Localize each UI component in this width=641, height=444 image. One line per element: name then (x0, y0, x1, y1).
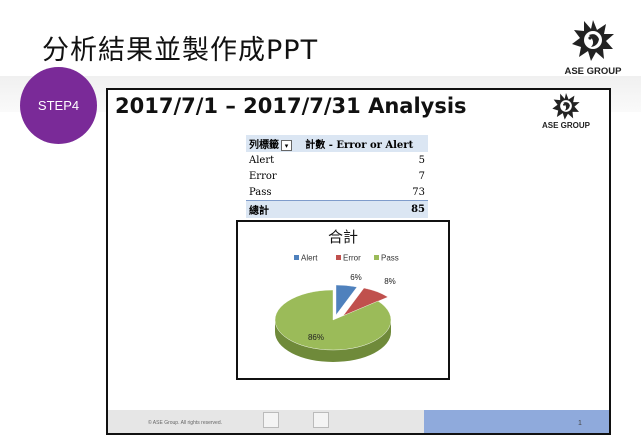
row-value: 5 (418, 154, 425, 166)
row-value: 73 (412, 186, 425, 198)
footer-copyright: © ASE Group. All rights reserved. (148, 420, 222, 426)
chart-title: 合計 (328, 228, 358, 246)
legend-label-pass: Pass (381, 254, 399, 263)
logo-text: ASE GROUP (564, 66, 622, 77)
pie-data-labels: 6% 8% 86% (308, 273, 396, 342)
total-label: 總計 (246, 200, 303, 218)
row-label: Error (249, 170, 277, 182)
row-labels-header: 列標籤 (249, 140, 279, 151)
legend-swatch-alert (294, 255, 299, 260)
footer-decoration (313, 412, 329, 428)
ase-sun-icon (572, 20, 614, 61)
ase-group-logo: ASE GROUP (562, 18, 624, 80)
count-header: 計數 - Error or Alert (302, 135, 428, 152)
step-badge: STEP4 (20, 67, 97, 144)
total-value: 85 (302, 200, 428, 218)
data-label-alert: 6% (350, 273, 362, 282)
pie-slice-side-pass (275, 320, 391, 362)
data-label-pass: 86% (308, 333, 324, 342)
pie-slice-alert[interactable] (335, 284, 358, 316)
legend-label-alert: Alert (301, 254, 318, 263)
legend-swatch-error (336, 255, 341, 260)
table-row: Alert 5 (246, 152, 428, 168)
footer-decoration (263, 412, 279, 428)
data-label-error: 8% (384, 277, 396, 286)
slide-title: 分析結果並製作成PPT (42, 35, 319, 66)
inner-slide: 2017/7/1 – 2017/7/31 Analysis ASE GROUP … (106, 88, 611, 435)
pivot-table: 列標籤 ▾ 計數 - Error or Alert Alert 5 Error 7… (246, 135, 428, 218)
row-label: Pass (249, 186, 272, 198)
pie-slice-pass[interactable] (274, 289, 392, 351)
footer-page-number: 1 (578, 420, 582, 427)
filter-dropdown-icon[interactable]: ▾ (281, 140, 292, 151)
logo-text: ASE GROUP (541, 121, 590, 130)
total-row: 總計 85 (246, 200, 428, 218)
legend-label-error: Error (343, 254, 361, 263)
table-row: Error 7 (246, 168, 428, 184)
inner-footer-accent (424, 410, 609, 433)
pie-chart[interactable]: 合計 Alert Error Pass 6% 8% 86% (236, 220, 450, 380)
ase-group-logo-inner: ASE GROUP (540, 92, 592, 132)
pie-slice-error[interactable] (342, 287, 389, 317)
row-value: 7 (418, 170, 425, 182)
inner-slide-title: 2017/7/1 – 2017/7/31 Analysis (115, 94, 467, 118)
pie-slices (274, 284, 392, 362)
chart-legend: Alert Error Pass (294, 254, 399, 263)
pivot-header-cell: 列標籤 ▾ (246, 135, 303, 152)
ase-sun-icon (552, 93, 580, 120)
table-row: Pass 73 (246, 184, 428, 201)
legend-swatch-pass (374, 255, 379, 260)
row-label: Alert (249, 154, 275, 166)
pie-chart-svg: 合計 Alert Error Pass 6% 8% 86% (274, 228, 399, 362)
pivot-header-row: 列標籤 ▾ 計數 - Error or Alert (246, 135, 428, 152)
